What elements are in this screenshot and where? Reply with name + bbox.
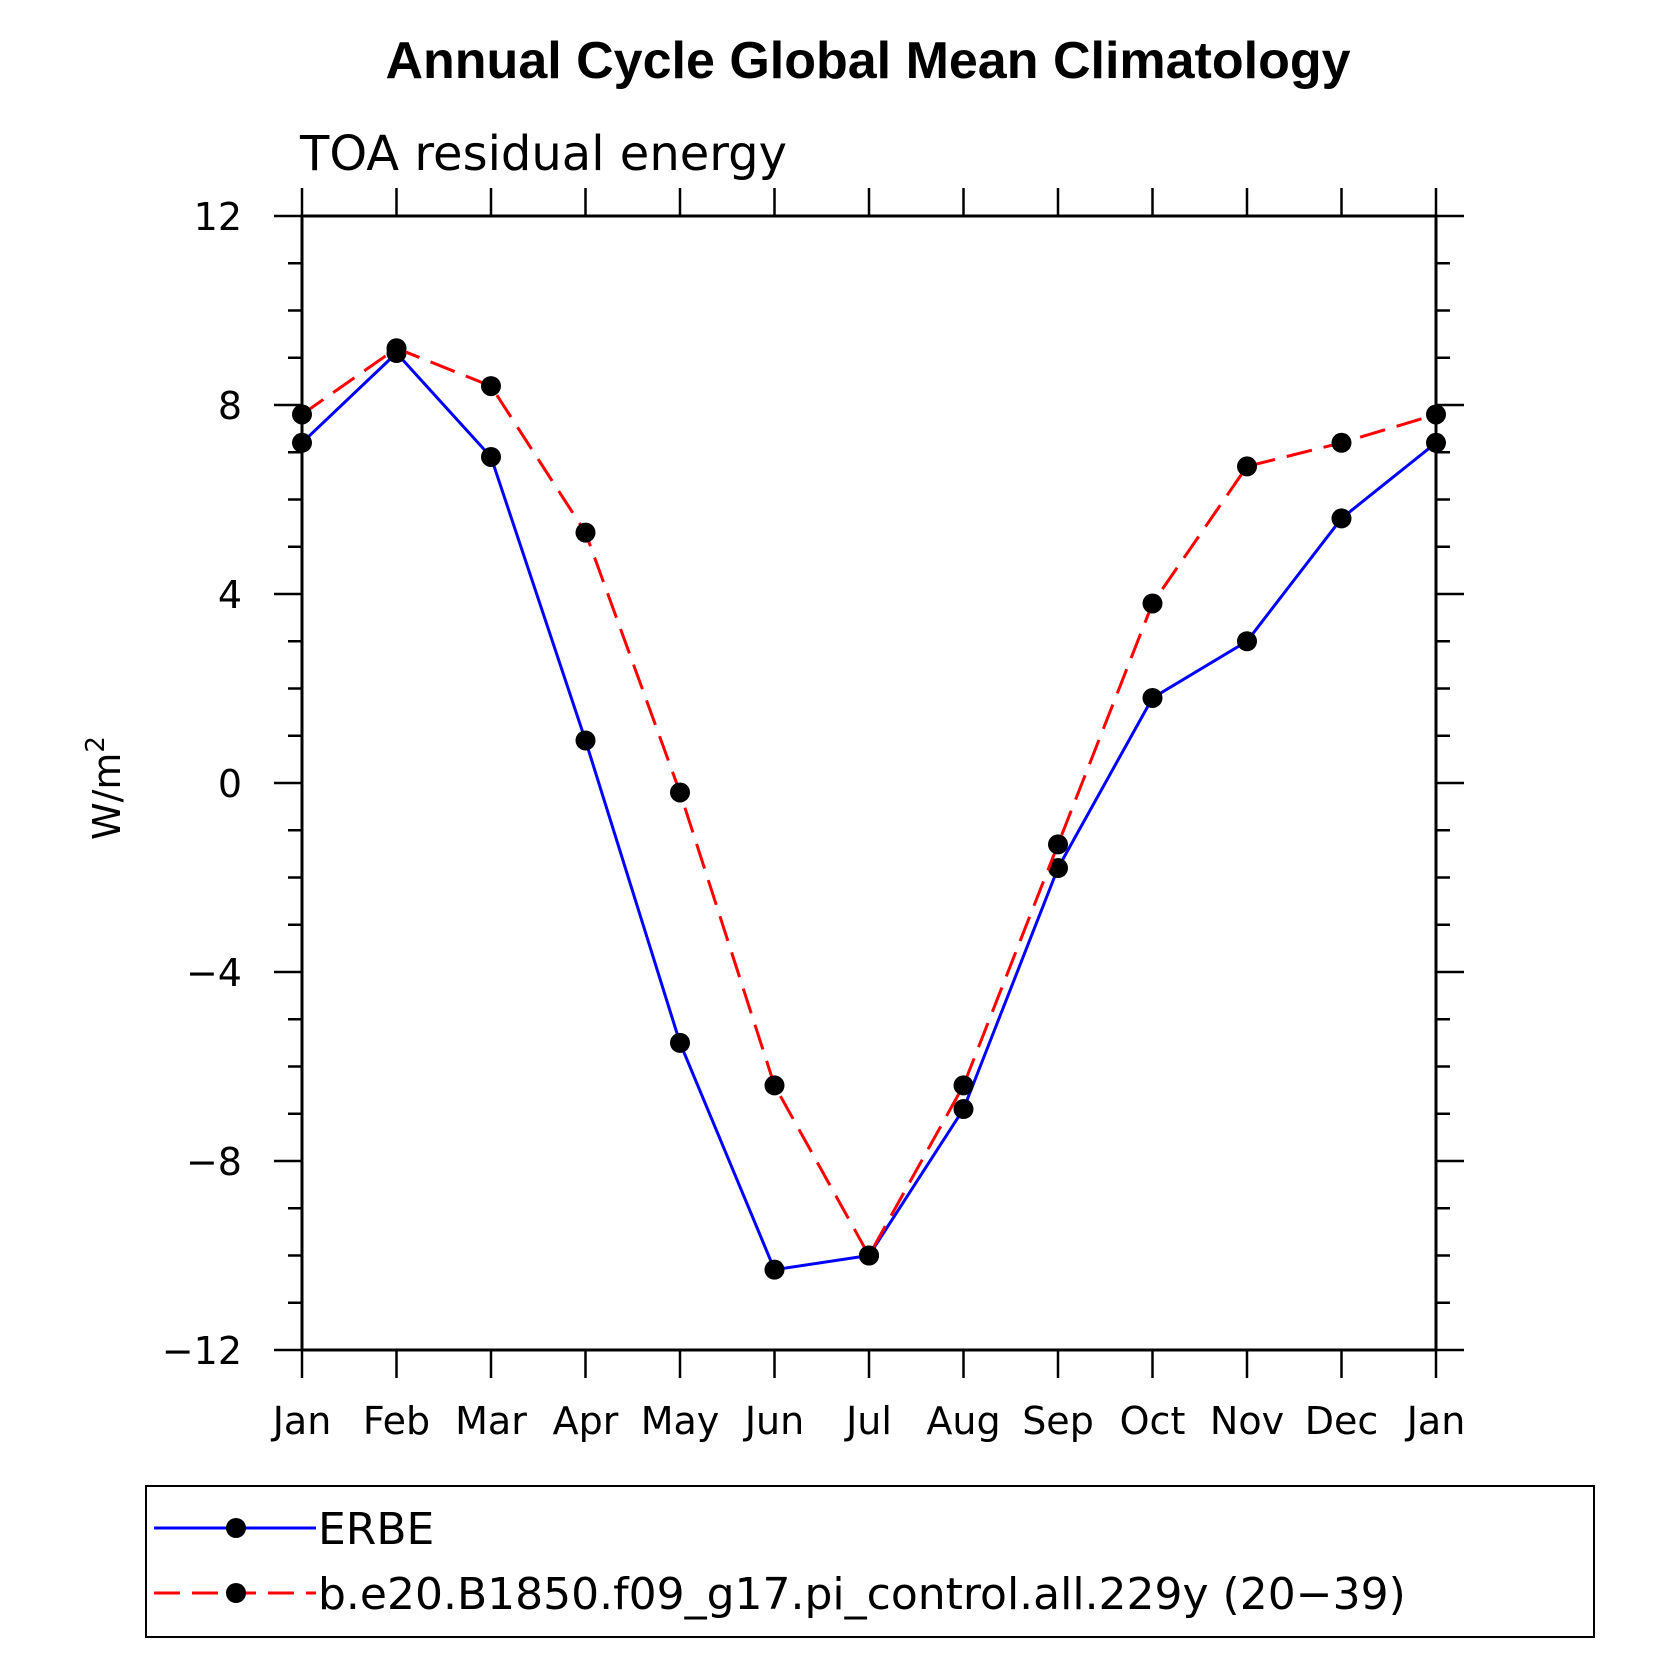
data-point-erbe <box>481 446 501 467</box>
chart-title: Annual Cycle Global Mean Climatology <box>385 32 1350 90</box>
data-point-model <box>481 376 501 397</box>
data-point-erbe <box>953 1099 974 1120</box>
data-point-model <box>1048 834 1068 855</box>
legend: ERBE b.e20.B1850.f09_g17.pi_control.all.… <box>145 1485 1595 1638</box>
x-tick-label: Mar <box>455 1399 527 1443</box>
data-point-model <box>953 1075 974 1096</box>
data-point-model <box>1142 593 1163 614</box>
y-tick-label: −4 <box>186 951 242 995</box>
y-axis-label-base: W/m <box>85 753 129 840</box>
y-axis-ticks: −12 −8 −4 0 4 8 12 <box>162 195 1464 1373</box>
legend-label-erbe: ERBE <box>318 1504 434 1555</box>
y-axis-label-superscript: 2 <box>81 736 111 753</box>
x-tick-label: Apr <box>553 1399 619 1443</box>
y-tick-label: 12 <box>194 195 242 239</box>
data-point-erbe <box>764 1259 785 1280</box>
legend-box <box>145 1485 1595 1638</box>
data-point-model <box>575 522 596 543</box>
y-tick-label: 0 <box>218 762 242 806</box>
legend-marker-erbe <box>226 1518 246 1538</box>
data-point-model <box>1331 432 1352 453</box>
x-tick-label: May <box>641 1399 720 1443</box>
series-line-model <box>301 346 1437 1259</box>
y-axis-label: W/m2 <box>81 736 129 840</box>
data-point-model <box>1237 456 1257 477</box>
legend-marker-model <box>226 1583 246 1603</box>
data-point-model <box>764 1075 785 1096</box>
x-tick-label: Jan <box>1405 1399 1466 1443</box>
y-tick-label: −12 <box>162 1329 242 1373</box>
data-point-model <box>670 782 690 803</box>
series-layer <box>292 338 1446 1280</box>
data-point-erbe <box>1331 508 1352 529</box>
x-tick-label: Jan <box>271 1399 332 1443</box>
data-point-model <box>292 404 312 425</box>
data-point-erbe <box>575 730 596 751</box>
data-point-erbe <box>1237 631 1257 652</box>
y-tick-label: −8 <box>186 1140 242 1184</box>
data-point-erbe <box>670 1032 690 1053</box>
x-tick-label: Nov <box>1210 1399 1284 1443</box>
x-tick-label: Jul <box>844 1399 892 1443</box>
legend-label-model: b.e20.B1850.f09_g17.pi_control.all.229y … <box>318 1569 1406 1620</box>
series-line-erbe <box>300 350 1437 1272</box>
data-point-erbe <box>1048 858 1068 879</box>
plot-frame <box>300 214 1438 1352</box>
data-point-model <box>386 338 407 359</box>
data-point-model <box>1426 404 1446 425</box>
x-axis-ticks: Jan Feb Mar Apr May Jun Jul Aug Sep Oct Nov Dec Jan <box>271 188 1466 1443</box>
x-tick-label: Sep <box>1022 1399 1094 1443</box>
x-tick-label: Dec <box>1305 1399 1379 1443</box>
x-tick-label: Feb <box>363 1399 430 1443</box>
x-tick-label: Oct <box>1120 1399 1186 1443</box>
data-point-erbe <box>292 432 312 453</box>
data-point-model <box>859 1245 879 1266</box>
data-point-erbe <box>1142 687 1163 708</box>
chart-subtitle: TOA residual energy <box>299 126 787 182</box>
x-tick-label: Jun <box>743 1399 804 1443</box>
x-tick-label: Aug <box>926 1399 1000 1443</box>
y-tick-label: 8 <box>218 384 242 428</box>
data-point-erbe <box>1426 432 1446 453</box>
axes <box>300 214 1438 1352</box>
y-tick-label: 4 <box>218 573 242 617</box>
